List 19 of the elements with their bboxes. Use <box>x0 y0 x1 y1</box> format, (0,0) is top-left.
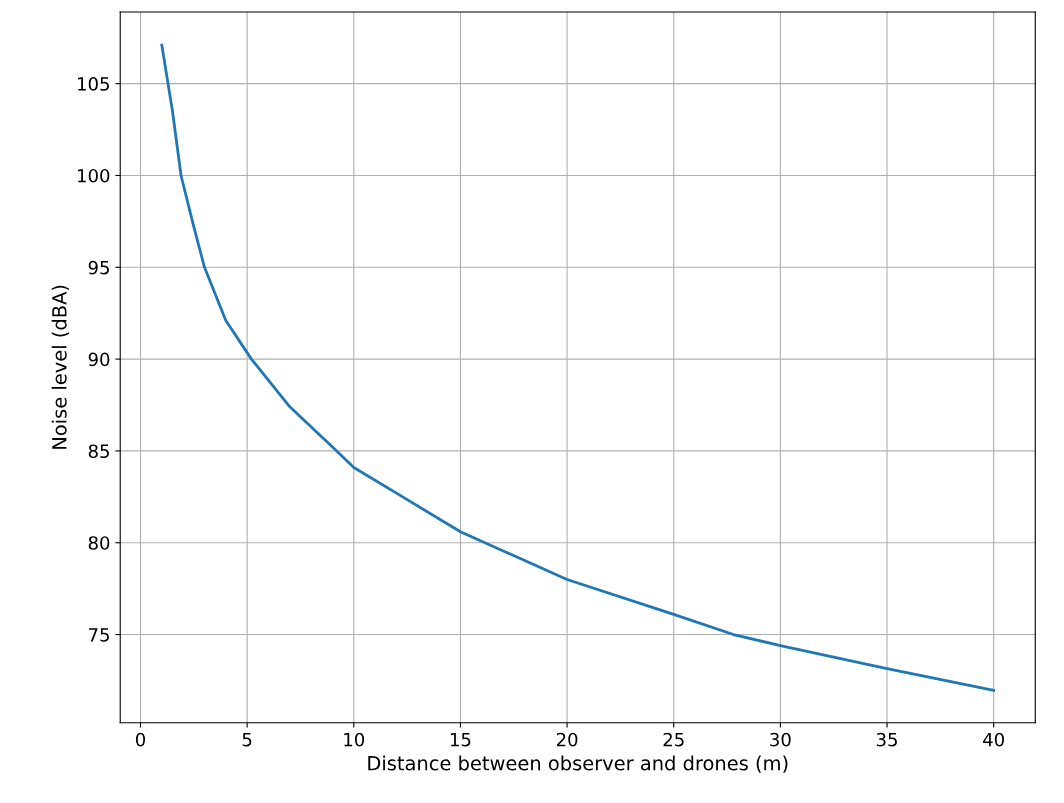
y-tick-label: 85 <box>88 444 109 459</box>
y-axis-title: Noise level (dBA) <box>51 285 70 449</box>
x-tick-label: 25 <box>663 732 684 747</box>
x-tick-label: 40 <box>983 732 1004 747</box>
y-tick-label: 95 <box>88 260 109 275</box>
y-tick-label: 100 <box>78 168 110 183</box>
x-tick-label: 20 <box>556 732 578 747</box>
y-tick-label: 75 <box>89 628 109 642</box>
x-axis-title: Distance between observer and drones (m) <box>368 755 788 773</box>
x-tick-label: 30 <box>770 732 791 747</box>
x-tick-label: 15 <box>450 732 471 747</box>
y-tick-label: 90 <box>88 352 110 367</box>
x-tick-label: 5 <box>242 732 252 747</box>
y-tick-label: 80 <box>88 536 110 550</box>
y-tick-label: 105 <box>78 77 109 91</box>
x-tick-label: 0 <box>135 732 146 747</box>
x-tick-label: 10 <box>344 732 365 747</box>
line-series <box>160 43 996 692</box>
x-tick-label: 35 <box>876 732 897 747</box>
